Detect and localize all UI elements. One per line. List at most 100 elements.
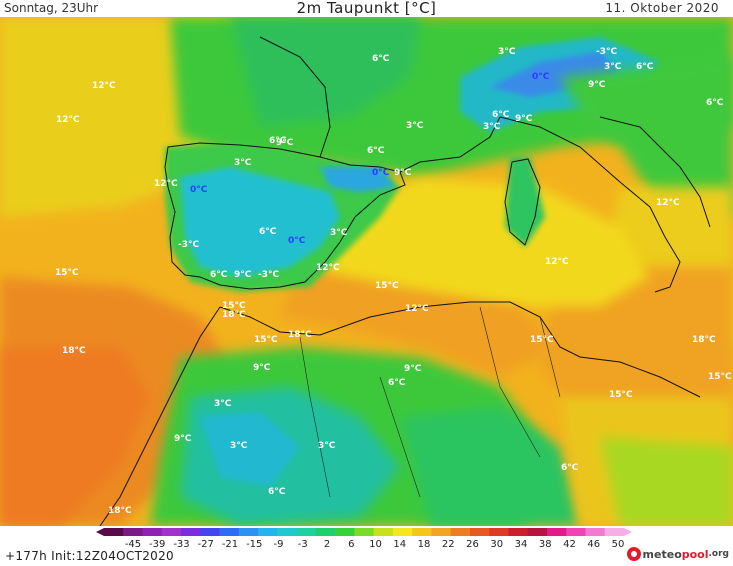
- colorbar-swatch: [219, 528, 240, 536]
- isotherm-label: 0°C: [532, 72, 550, 82]
- colorbar-swatch: [123, 528, 144, 536]
- isotherm-label: 6°C: [269, 136, 287, 146]
- colorbar-tick-label: 34: [515, 539, 528, 548]
- isotherm-label: 0°C: [372, 168, 390, 178]
- colorbar-swatch: [161, 528, 182, 536]
- isotherm-label: 18°C: [62, 346, 86, 356]
- map-title: 2m Taupunkt [°C]: [296, 0, 437, 17]
- isotherm-label: 6°C: [372, 54, 390, 64]
- isotherm-label: 18°C: [692, 335, 716, 345]
- isotherm-label: 18°C: [108, 506, 132, 516]
- isotherm-label: 15°C: [375, 281, 399, 291]
- colorbar-tick-label: -45: [125, 539, 141, 548]
- isotherm-label: 12°C: [92, 81, 116, 91]
- valid-time: Sonntag, 23Uhr: [4, 1, 99, 15]
- colorbar-swatch: [604, 528, 625, 536]
- colorbar-swatch: [392, 528, 413, 536]
- colorbar-tick-label: 30: [490, 539, 503, 548]
- colorbar-swatch: [315, 528, 336, 536]
- colorbar-swatch: [546, 528, 567, 536]
- model-run-info: +177h Init:12Z04OCT2020: [5, 549, 174, 563]
- colorbar-swatch: [469, 528, 490, 536]
- meteopool-logo-icon: [626, 547, 641, 561]
- isotherm-label: 9°C: [404, 364, 422, 374]
- logo-text-org: .org: [708, 549, 729, 559]
- colorbar-swatch: [104, 528, 124, 536]
- isotherm-label: 0°C: [288, 236, 306, 246]
- isotherm-label: 12°C: [656, 198, 680, 208]
- colorbar-tick-label: -27: [198, 539, 214, 548]
- isotherm-label: 3°C: [483, 122, 501, 132]
- colorbar-tick-label: 14: [393, 539, 406, 548]
- isotherm-label: 3°C: [230, 441, 248, 451]
- isotherm-label: 15°C: [609, 390, 633, 400]
- colorbar-swatch: [566, 528, 586, 536]
- colorbar-swatch: [412, 528, 432, 536]
- colorbar-swatch: [296, 528, 317, 536]
- colorbar-tick-label: 18: [418, 539, 431, 548]
- colorbar-ticks: -45 -39 -33 -27 -21 -15 -9 -3 2 6 10 14 18 22 26 30 34 38…: [125, 539, 625, 548]
- isotherm-label: 15°C: [55, 268, 79, 278]
- isotherm-label: -3°C: [258, 270, 279, 280]
- colorbar-tick-label: 46: [587, 539, 600, 548]
- map-header: Sonntag, 23Uhr 2m Taupunkt [°C] 11. Okto…: [0, 0, 733, 17]
- colorbar-swatch: [335, 528, 355, 536]
- colorbar-swatch: [373, 528, 394, 536]
- coastline-france: [259, 36, 501, 173]
- coastlines: [99, 36, 711, 526]
- isotherm-label: 6°C: [268, 487, 286, 497]
- isotherm-label: 9°C: [588, 80, 606, 90]
- colorbar-tick-label: -21: [222, 539, 238, 548]
- isotherm-label: 12°C: [316, 263, 340, 273]
- coastline-north-africa: [99, 301, 701, 526]
- isotherm-label: 3°C: [318, 441, 336, 451]
- isotherm-label: 9°C: [276, 138, 294, 148]
- isotherm-label: 3°C: [214, 399, 232, 409]
- isotherm-label: 9°C: [234, 270, 252, 280]
- isotherm-label: 9°C: [394, 168, 412, 178]
- isotherm-label: 6°C: [636, 62, 654, 72]
- colorbar-tick-label: -33: [173, 539, 189, 548]
- colorbar-tick-label: 2: [324, 539, 330, 548]
- isotherm-label: 15°C: [530, 335, 554, 345]
- isotherm-label: 9°C: [174, 434, 192, 444]
- isotherm-labels: 6°C3°C -3°C3°C 6°C0°C9°C6°C12°C12°C6°C9°C3…: [55, 47, 732, 516]
- dewpoint-map: 6°C 3°C -3°C 3°C 6°C 0°C 9°C 6°C 12°C 12°C 6°C 9°C 3…: [0, 17, 733, 526]
- colorbar-tick-label: 22: [442, 539, 455, 548]
- colorbar-swatch: [354, 528, 375, 536]
- isotherm-label: -3°C: [178, 240, 199, 250]
- border-lines: [299, 306, 561, 498]
- colorbar-swatch: [450, 528, 471, 536]
- isotherm-label: 9°C: [253, 363, 271, 373]
- colorbar: -45 -39 -33 -27 -21 -15 -9 -3 2 6 10 14 18 22 26 30 34 38…: [96, 528, 632, 548]
- isotherm-label: 15°C: [708, 372, 732, 382]
- colorbar-swatch: [200, 528, 221, 536]
- colorbar-swatch: [181, 528, 201, 536]
- colorbar-tick-label: 50: [612, 539, 625, 548]
- isotherm-label: 9°C: [515, 114, 533, 124]
- isotherm-label: 12°C: [56, 115, 80, 125]
- colorbar-swatch: [277, 528, 298, 536]
- colorbar-tick-label: 38: [539, 539, 552, 548]
- dewpoint-field: [0, 17, 733, 526]
- logo-text-meteo: meteo: [642, 547, 682, 561]
- isotherm-label: 6°C: [492, 110, 510, 120]
- coastline-italy: [499, 116, 711, 293]
- isotherm-label: 3°C: [604, 62, 622, 72]
- coastline-sardinia: [504, 158, 541, 246]
- isotherm-label: 6°C: [210, 270, 228, 280]
- logo-text-pool: pool: [681, 547, 709, 561]
- colorbar-swatch: [431, 528, 452, 536]
- isotherm-label: -3°C: [596, 47, 617, 57]
- meteopool-logo[interactable]: meteo pool .org: [626, 546, 729, 562]
- isotherm-label: 12°C: [405, 304, 429, 314]
- colorbar-tick-label: -3: [298, 539, 308, 548]
- colorbar-tick-label: 26: [466, 539, 479, 548]
- isotherm-label: 6°C: [259, 227, 277, 237]
- isotherm-label: 6°C: [706, 98, 724, 108]
- isotherm-label: 3°C: [498, 47, 516, 57]
- isotherm-label: 3°C: [406, 121, 424, 131]
- isotherm-label: 12°C: [154, 179, 178, 189]
- colorbar-swatch: [527, 528, 548, 536]
